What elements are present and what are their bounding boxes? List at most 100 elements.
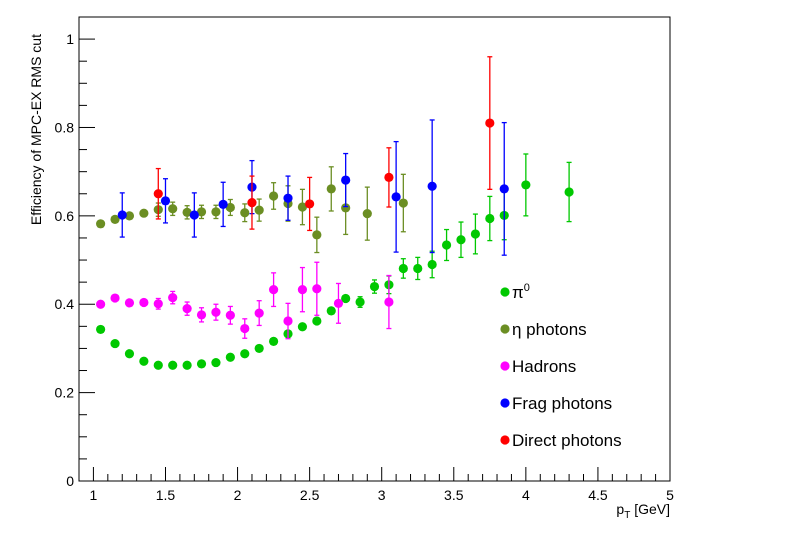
data-point	[427, 181, 437, 191]
data-point	[182, 360, 192, 370]
data-point	[124, 349, 135, 359]
legend-label: π0	[512, 282, 530, 302]
series-hadrons	[96, 261, 394, 340]
data-point	[333, 298, 344, 308]
x-axis-label-unit: [GeV]	[630, 501, 670, 517]
data-point	[168, 293, 178, 303]
data-point	[211, 207, 221, 217]
legend-label: Direct photons	[512, 431, 622, 450]
legend-label: Frag photons	[512, 394, 612, 413]
legend: π0 η photons Hadrons Frag photons Direct pho…	[500, 282, 622, 450]
data-point	[225, 352, 235, 362]
data-point	[110, 338, 120, 349]
data-point	[225, 310, 235, 320]
data-point	[268, 191, 279, 201]
y-tick-label: 0.6	[55, 208, 75, 224]
data-point	[124, 298, 135, 308]
data-point	[297, 202, 308, 212]
data-point	[124, 211, 135, 221]
data-point	[369, 281, 380, 292]
data-point	[312, 284, 322, 294]
plot-border	[78, 16, 671, 482]
data-point	[218, 199, 228, 209]
data-point	[139, 297, 149, 308]
data-point	[196, 207, 207, 217]
x-tick-label: 3.5	[444, 487, 464, 503]
data-point	[196, 310, 207, 320]
data-point	[355, 297, 365, 307]
legend-marker	[500, 287, 510, 297]
data-point	[211, 307, 221, 317]
data-point	[398, 198, 408, 208]
data-point	[341, 203, 351, 213]
x-axis-label: pT [GeV]	[616, 501, 670, 521]
data-point	[398, 263, 408, 274]
data-point	[297, 285, 308, 295]
x-tick-label: 2.5	[300, 487, 320, 503]
data-series	[96, 56, 574, 370]
y-tick-label: 1	[66, 31, 74, 47]
data-point	[384, 172, 394, 183]
data-point	[341, 293, 351, 304]
data-point	[240, 349, 250, 359]
data-point	[139, 208, 149, 218]
data-point	[182, 304, 192, 314]
data-point	[254, 205, 264, 215]
data-point	[153, 189, 163, 199]
x-axis-label-main: p	[616, 501, 624, 517]
y-tick-label: 0.4	[55, 296, 75, 312]
x-tick-label: 3	[378, 487, 386, 503]
legend-marker	[500, 398, 510, 408]
data-point	[254, 343, 264, 354]
data-point	[312, 230, 322, 240]
data-point	[96, 324, 106, 335]
data-point	[341, 175, 351, 185]
data-point	[196, 359, 207, 369]
data-point	[96, 219, 106, 229]
data-point	[485, 213, 495, 224]
data-point	[362, 209, 372, 219]
data-point	[312, 316, 322, 326]
legend-marker	[500, 435, 510, 445]
x-tick-label: 2	[234, 487, 242, 503]
data-point	[470, 229, 481, 239]
data-point	[384, 297, 394, 307]
data-point	[96, 299, 106, 309]
x-tick-label: 4.5	[588, 487, 608, 503]
data-point	[485, 118, 495, 128]
y-tick-label: 0.8	[55, 119, 75, 135]
x-tick-label: 4	[522, 487, 530, 503]
y-axis: 0 0.2 0.4 0.6 0.8 1	[55, 16, 95, 489]
data-point	[564, 187, 574, 197]
data-point	[391, 192, 401, 202]
data-point	[441, 240, 452, 250]
data-point	[153, 299, 163, 309]
y-tick-label: 0.2	[55, 385, 75, 401]
legend-label: Hadrons	[512, 357, 576, 376]
data-point	[413, 263, 423, 274]
data-point	[268, 336, 279, 346]
series-direct-photons	[153, 56, 495, 232]
data-point	[211, 357, 221, 368]
x-tick-label: 1	[90, 487, 98, 503]
data-point	[160, 196, 171, 206]
data-point	[268, 285, 279, 295]
data-point	[499, 184, 509, 194]
data-point	[153, 360, 163, 370]
data-point	[110, 293, 120, 303]
y-axis-label: Efficiency of MPC-EX RMS cut	[28, 34, 44, 225]
data-point	[326, 306, 336, 316]
data-point	[283, 316, 293, 326]
data-point	[189, 210, 199, 220]
data-point	[254, 308, 264, 318]
data-point	[225, 202, 235, 213]
data-point	[305, 199, 315, 209]
data-point	[297, 322, 308, 332]
x-tick-label: 5	[666, 487, 674, 503]
data-point	[117, 210, 127, 220]
data-point	[456, 235, 466, 245]
x-axis: 1 1.5 2 2.5 3 3.5 4 4.5 5	[90, 467, 674, 503]
data-point	[240, 208, 250, 218]
x-tick-label: 1.5	[156, 487, 176, 503]
